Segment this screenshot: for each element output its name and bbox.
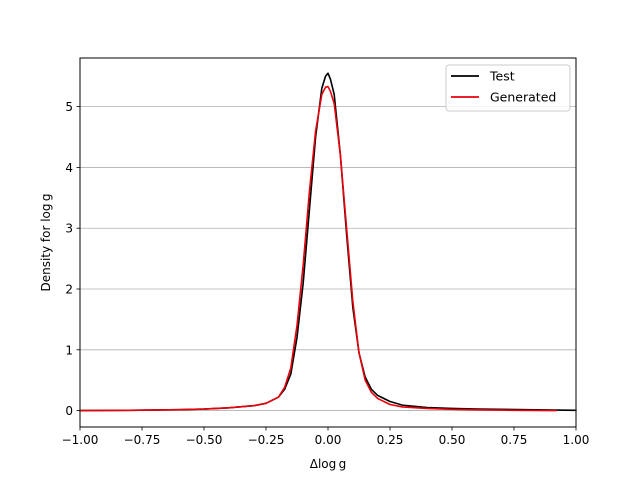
x-axis-label: Δlog g xyxy=(310,457,347,471)
x-tick-label: 0.00 xyxy=(315,433,342,447)
series-line-generated xyxy=(79,85,557,412)
x-tick-label: 1.00 xyxy=(563,433,590,447)
y-tick-label: 0 xyxy=(65,404,73,418)
x-tick-label: −0.50 xyxy=(186,433,223,447)
legend: Test Generated xyxy=(445,64,571,112)
x-tick-label: −1.00 xyxy=(62,433,99,447)
x-tick-label: 0.50 xyxy=(439,433,466,447)
y-tick-label: 4 xyxy=(65,161,73,175)
legend-label-test: Test xyxy=(489,69,515,84)
y-axis-label: Density for log g xyxy=(39,193,53,291)
y-tick-label: 1 xyxy=(65,343,73,357)
y-tick-label: 2 xyxy=(65,283,73,297)
y-tick-label: 5 xyxy=(65,100,73,114)
x-tick-label: 0.25 xyxy=(377,433,404,447)
x-tick-label: −0.25 xyxy=(248,433,285,447)
x-tick-label: 0.75 xyxy=(501,433,528,447)
legend-label-generated: Generated xyxy=(490,90,556,105)
x-tick-label: −0.75 xyxy=(124,433,161,447)
tick-layer: −1.00 −0.75 −0.50 −0.25 0.00 0.25 0.50 0.75 1.00… xyxy=(62,100,590,447)
series-layer xyxy=(79,72,577,412)
y-tick-label: 3 xyxy=(65,222,73,236)
